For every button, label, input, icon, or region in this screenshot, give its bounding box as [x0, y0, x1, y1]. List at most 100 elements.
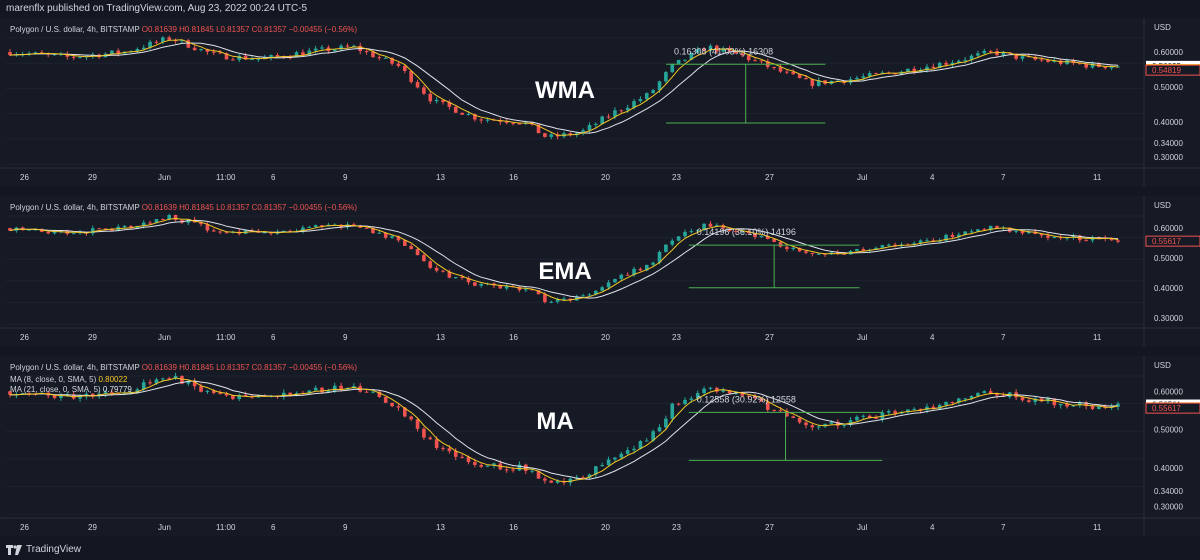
- candle-body: [511, 122, 515, 124]
- candle-body: [587, 124, 592, 131]
- candle-body: [753, 60, 757, 62]
- time-tick-label: 7: [1001, 173, 1006, 182]
- candle-body: [651, 431, 655, 441]
- candle-body: [810, 252, 815, 254]
- time-tick-label: 13: [436, 523, 445, 532]
- price-tick-label: 0.50000: [1154, 254, 1183, 263]
- candle-body: [409, 70, 413, 83]
- candle-body: [364, 51, 369, 53]
- candle-body: [269, 54, 273, 58]
- candle-body: [689, 231, 694, 233]
- candle-body: [141, 222, 146, 226]
- candle-body: [581, 295, 585, 297]
- candle-body: [1001, 52, 1006, 56]
- candle-body: [345, 45, 350, 47]
- candle-body: [492, 463, 496, 466]
- candle-body: [785, 410, 789, 417]
- price-tick-label: 0.30000: [1154, 314, 1183, 323]
- ma-slow-line: [9, 380, 1119, 480]
- candle-body: [1058, 404, 1063, 406]
- candle-body: [867, 415, 872, 418]
- candle-body: [434, 99, 439, 102]
- candle-body: [785, 71, 789, 73]
- candle-body: [995, 393, 999, 396]
- candle-body: [804, 251, 808, 253]
- tradingview-icon: [6, 544, 22, 555]
- candle-body: [517, 123, 522, 125]
- candle-body: [810, 425, 815, 428]
- candle-body: [957, 234, 961, 238]
- price-tick-label: 0.60000: [1154, 387, 1183, 396]
- candle-body: [995, 225, 999, 229]
- candle-body: [313, 387, 318, 391]
- candle-body: [237, 55, 242, 60]
- candle-body: [1052, 398, 1057, 406]
- candle-body: [893, 244, 897, 247]
- measure-label: 0.12558 (30.92%) 12558: [697, 394, 796, 404]
- candle-body: [167, 378, 171, 380]
- candle-body: [969, 231, 974, 233]
- candle-body: [625, 450, 630, 454]
- candle-body: [383, 57, 388, 59]
- candle-body: [110, 229, 114, 231]
- time-tick-label: 27: [765, 173, 774, 182]
- candle-body: [644, 264, 649, 271]
- candle-body: [377, 57, 382, 59]
- candle-body: [778, 410, 783, 412]
- candle-body: [695, 393, 700, 399]
- time-tick-label: 23: [672, 333, 681, 342]
- price-tag: [1145, 402, 1200, 414]
- candle-body: [205, 224, 210, 231]
- candle-body: [855, 77, 859, 80]
- candle-body: [708, 387, 713, 389]
- candle-body: [211, 390, 216, 393]
- candle-body: [383, 232, 388, 238]
- candle-body: [976, 53, 980, 56]
- candle-body: [364, 227, 369, 229]
- candle-body: [110, 50, 114, 54]
- candle-body: [485, 119, 490, 121]
- candle-body: [740, 53, 745, 56]
- candle-body: [262, 232, 267, 234]
- candle-body: [816, 253, 821, 255]
- published-info: marenflx published on TradingView.com, A…: [6, 3, 308, 14]
- tradingview-logo[interactable]: TradingView: [6, 544, 81, 555]
- time-tick-label: 11:00: [216, 173, 236, 182]
- candle-body: [59, 230, 63, 232]
- candle-body: [237, 395, 242, 400]
- time-tick-label: 23: [672, 523, 681, 532]
- time-tick-label: 20: [601, 333, 610, 342]
- candle-body: [842, 253, 846, 255]
- candle-body: [797, 74, 802, 79]
- candle-body: [632, 101, 636, 108]
- candle-body: [600, 287, 605, 291]
- candle-body: [460, 112, 464, 115]
- candle-body: [988, 50, 993, 52]
- candle-body: [880, 412, 885, 419]
- candle-body: [816, 426, 821, 428]
- chart-panel-wma: 0.16308 (41.03%) 16308 Polygon / U.S. dol…: [0, 18, 1200, 186]
- candle-body: [479, 464, 484, 467]
- time-tick-label: 27: [765, 333, 774, 342]
- candle-body: [180, 40, 184, 42]
- instrument-legend: Polygon / U.S. dollar, 4h, BITSTAMP O0.8…: [10, 25, 357, 34]
- ohlc-change: −0.00455 (−0.56%): [289, 25, 358, 34]
- candle-body: [383, 396, 388, 403]
- candle-body: [957, 60, 961, 63]
- candle-body: [447, 448, 452, 452]
- time-tick-label: 11:00: [216, 333, 236, 342]
- candle-body: [256, 58, 261, 60]
- panel-background: [0, 356, 1200, 536]
- candle-body: [154, 41, 159, 43]
- time-tick-label: 9: [343, 173, 348, 182]
- candle-body: [1116, 403, 1120, 407]
- candle-body: [555, 481, 560, 483]
- ma-fast-line: [9, 39, 1119, 136]
- candle-body: [912, 408, 917, 410]
- candle-body: [536, 470, 541, 479]
- candle-body: [944, 401, 948, 405]
- candle-body: [797, 417, 802, 423]
- candle-body: [1020, 397, 1025, 401]
- candle-body: [339, 385, 343, 390]
- candle-body: [836, 421, 840, 426]
